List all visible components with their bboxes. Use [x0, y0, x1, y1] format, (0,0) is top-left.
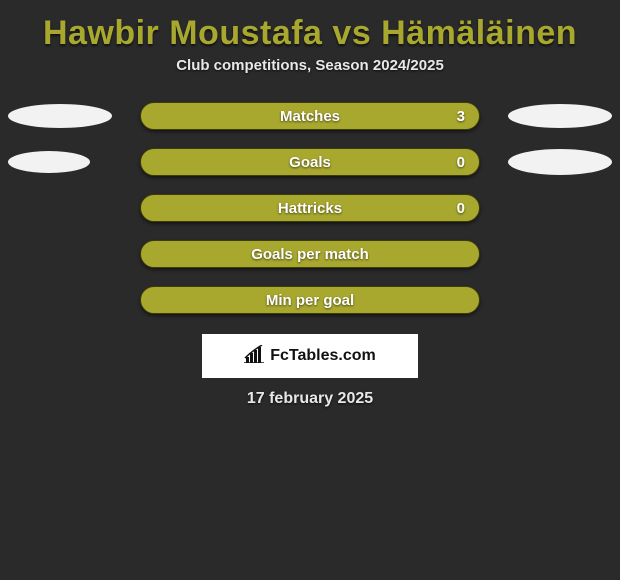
stat-row-goals-per-match: Goals per match: [0, 240, 620, 268]
ellipse-left: [8, 104, 112, 128]
stat-value: 3: [457, 108, 465, 125]
stat-bar: Matches 3: [140, 102, 480, 130]
ellipse-right: [508, 149, 612, 175]
infographic-container: Hawbir Moustafa vs Hämäläinen Club compe…: [0, 0, 620, 408]
stat-label: Matches: [280, 108, 340, 125]
ellipse-left: [8, 151, 90, 173]
stat-bar: Hattricks 0: [140, 194, 480, 222]
stat-bar: Goals 0: [140, 148, 480, 176]
stat-row-min-per-goal: Min per goal: [0, 286, 620, 314]
subtitle: Club competitions, Season 2024/2025: [0, 57, 620, 74]
stat-bar: Goals per match: [140, 240, 480, 268]
stat-row-hattricks: Hattricks 0: [0, 194, 620, 222]
stat-row-goals: Goals 0: [0, 148, 620, 176]
stat-bar: Min per goal: [140, 286, 480, 314]
stat-row-matches: Matches 3: [0, 102, 620, 130]
stat-label: Hattricks: [278, 200, 342, 217]
stat-rows: Matches 3 Goals 0 Hattricks 0 Goals per …: [0, 102, 620, 314]
stat-label: Min per goal: [266, 292, 354, 309]
stat-value: 0: [457, 154, 465, 171]
fctables-text: FcTables.com: [270, 347, 376, 365]
date-label: 17 february 2025: [0, 390, 620, 408]
stat-value: 0: [457, 200, 465, 217]
fctables-badge: FcTables.com: [202, 334, 418, 378]
stat-label: Goals: [289, 154, 331, 171]
bar-chart-icon: [244, 345, 264, 368]
stat-label: Goals per match: [251, 246, 369, 263]
ellipse-right: [508, 104, 612, 128]
page-title: Hawbir Moustafa vs Hämäläinen: [0, 14, 620, 53]
